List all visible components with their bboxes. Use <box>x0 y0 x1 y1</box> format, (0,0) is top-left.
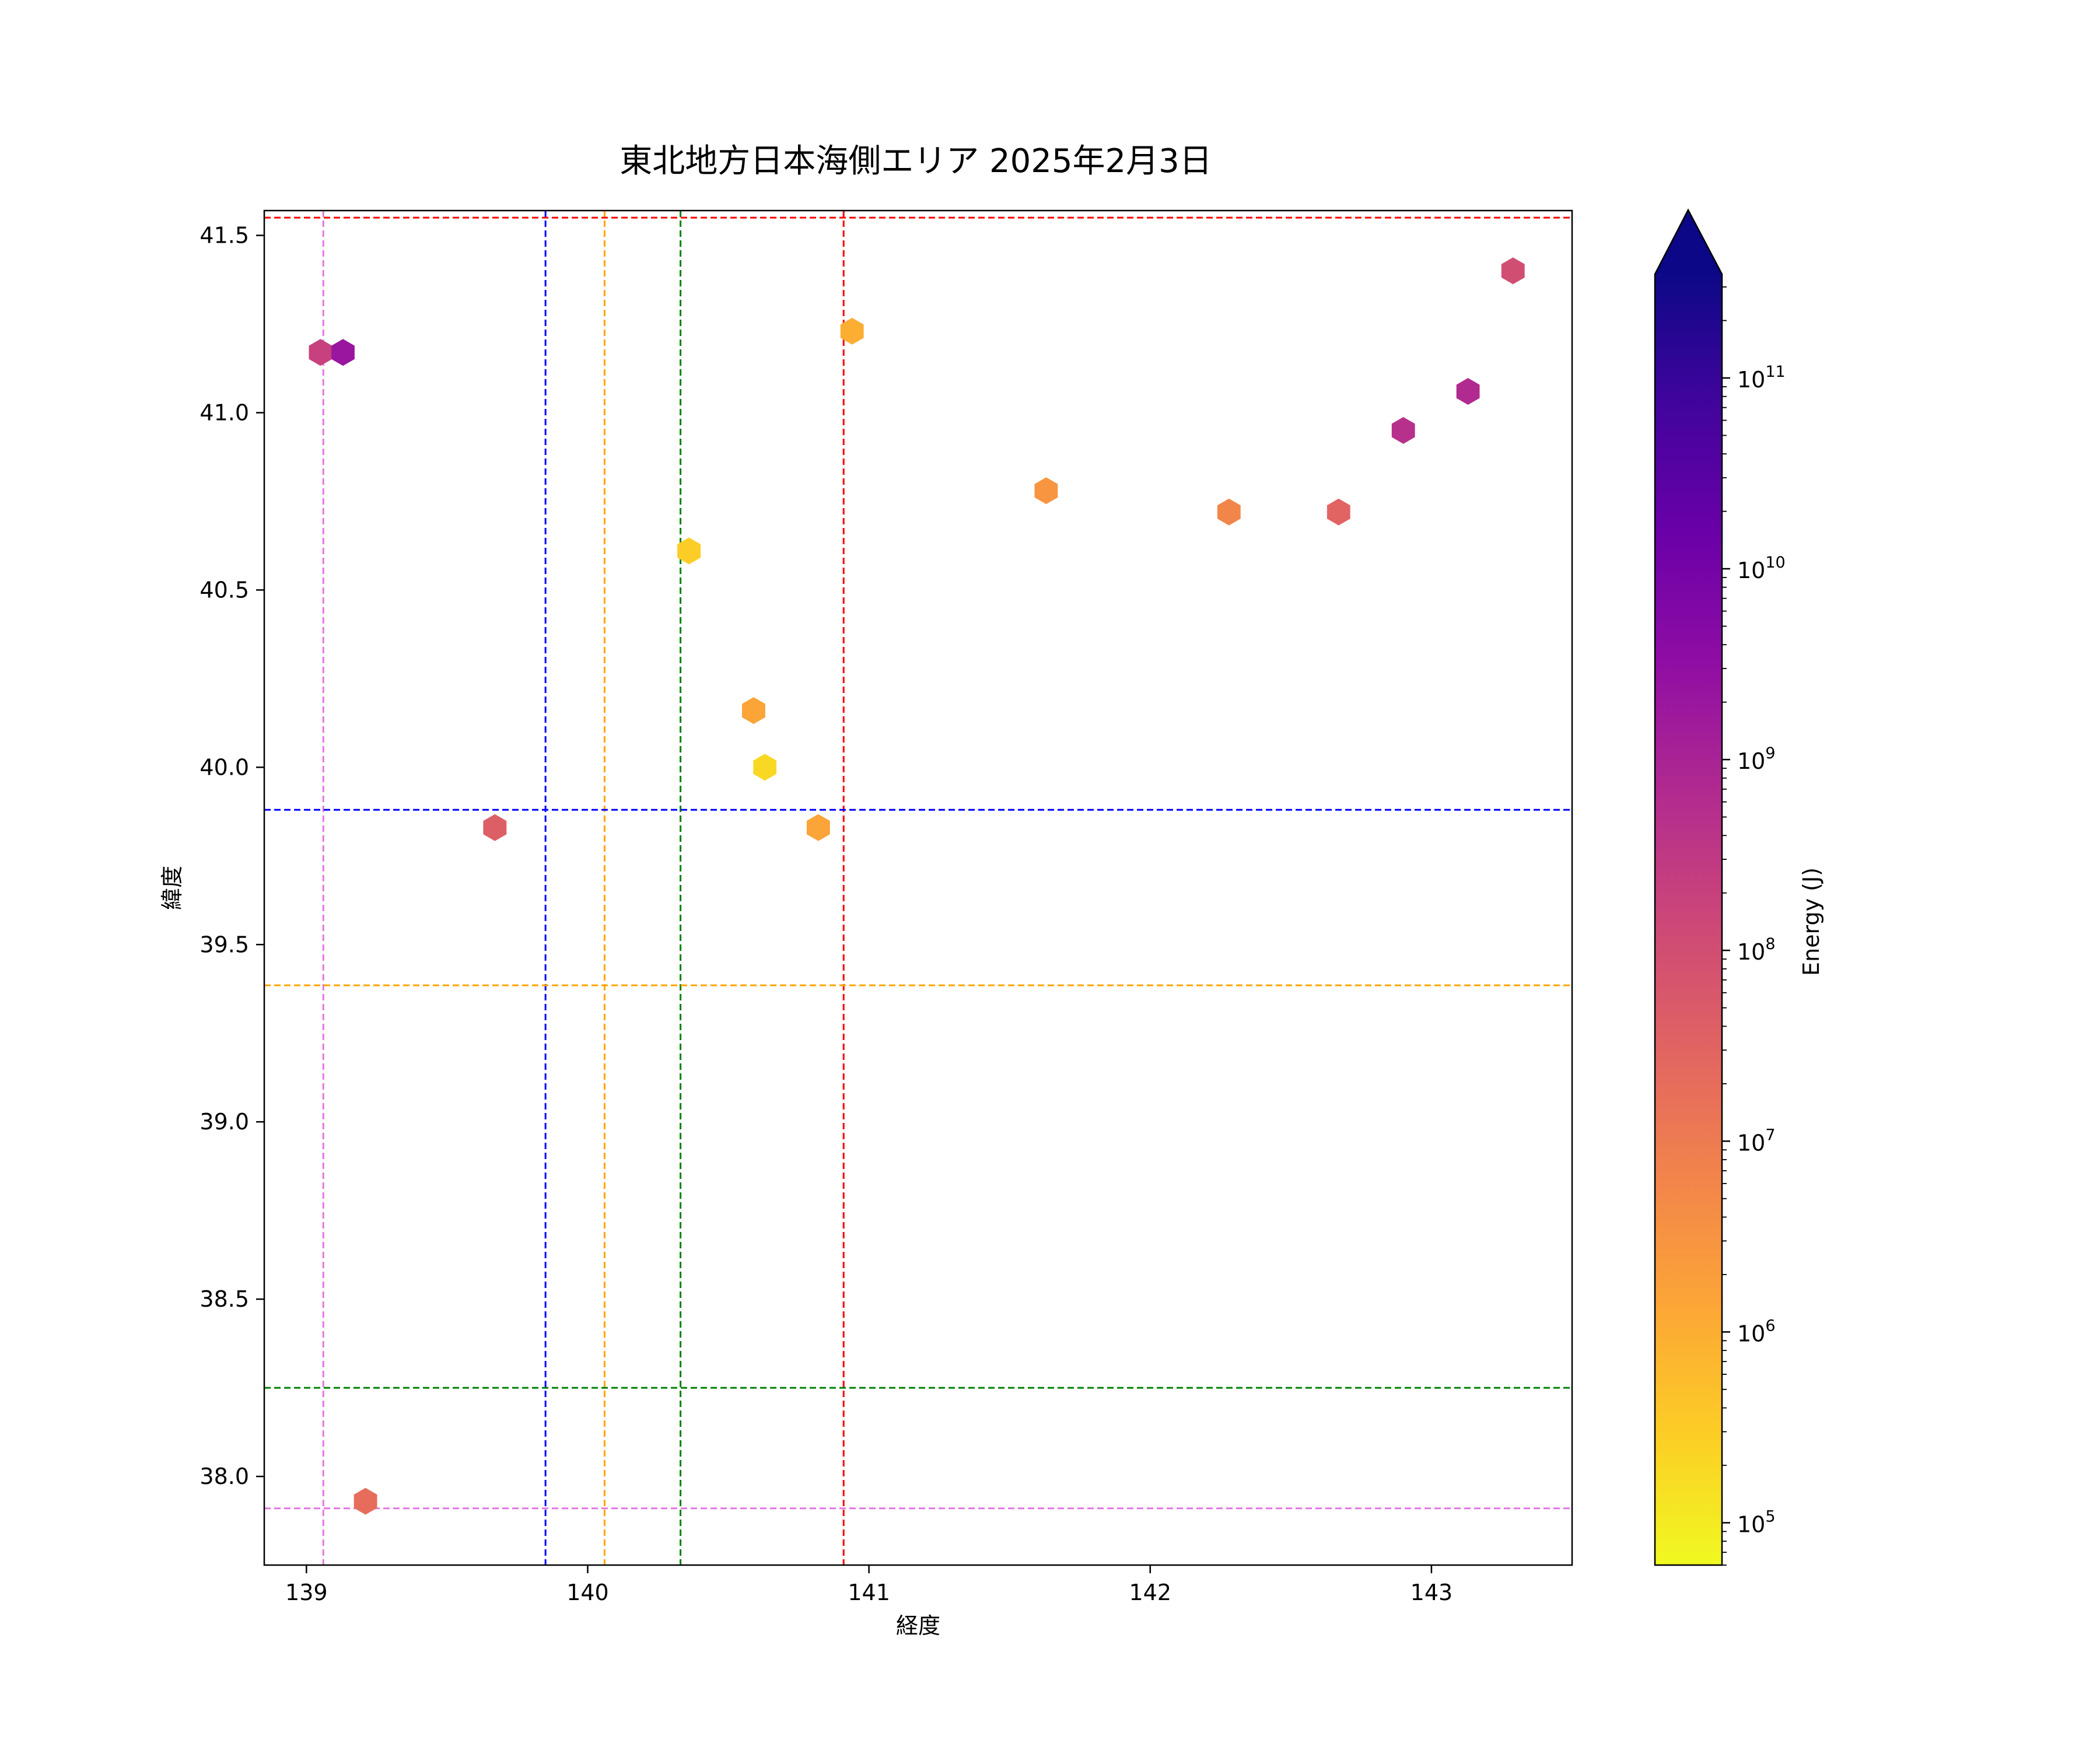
data-point <box>677 537 701 565</box>
colorbar-tick-label: 108 <box>1737 935 1776 965</box>
y-tick-label: 40.5 <box>200 577 249 603</box>
colorbar-gradient <box>1655 274 1722 1565</box>
colorbar: 105 106 107 108 109 1010 1011 Energy (J) <box>1654 208 1824 1566</box>
plot-frame <box>263 209 1573 1566</box>
data-point <box>483 814 507 841</box>
chart-title: 東北地方日本海側エリア 2025年2月3日 <box>620 142 1212 180</box>
y-tick-label: 39.0 <box>200 1109 249 1135</box>
y-tick-label: 41.5 <box>200 223 249 249</box>
data-points <box>309 257 1525 1515</box>
x-tick-label: 141 <box>848 1580 890 1605</box>
colorbar-outline <box>1654 208 1723 1566</box>
data-point <box>1456 378 1480 405</box>
x-tick-label: 140 <box>566 1580 609 1605</box>
colorbar-extend-arrow <box>1655 210 1722 274</box>
x-tick-label: 142 <box>1129 1580 1172 1605</box>
data-point <box>1034 477 1058 505</box>
colorbar-tick-label: 105 <box>1737 1507 1776 1537</box>
x-axis-label: 経度 <box>896 1613 940 1639</box>
x-axis: 139 140 141 142 143 <box>285 1565 1452 1605</box>
data-point <box>1501 257 1525 285</box>
y-axis: 38.0 38.5 39.0 39.5 40.0 40.5 41.0 41.5 <box>200 223 264 1489</box>
data-point <box>806 814 830 841</box>
data-point <box>753 754 777 781</box>
colorbar-tick-label: 106 <box>1737 1317 1776 1346</box>
y-axis-label: 緯度 <box>159 866 185 910</box>
data-point <box>309 339 332 366</box>
plot-area <box>263 209 1573 1566</box>
colorbar-tick-label: 109 <box>1737 744 1776 774</box>
colorbar-tick-label: 107 <box>1737 1126 1776 1156</box>
data-point <box>354 1488 377 1515</box>
data-point <box>1217 498 1241 526</box>
data-point <box>1326 498 1350 526</box>
y-tick-label: 38.5 <box>200 1286 249 1312</box>
y-tick-label: 40.0 <box>200 754 249 780</box>
y-tick-label: 41.0 <box>200 400 249 425</box>
colorbar-ticks: 105 106 107 108 109 1010 1011 <box>1722 286 1786 1566</box>
y-tick-label: 38.0 <box>200 1464 249 1489</box>
data-point <box>331 339 355 366</box>
data-point <box>1391 416 1415 444</box>
x-tick-label: 143 <box>1410 1580 1453 1605</box>
data-point <box>742 697 765 724</box>
colorbar-label: Energy (J) <box>1798 867 1824 976</box>
y-tick-label: 39.5 <box>200 932 249 957</box>
colorbar-tick-label: 1010 <box>1737 554 1786 583</box>
reference-lines <box>264 211 1572 1565</box>
x-tick-label: 139 <box>285 1580 328 1605</box>
colorbar-tick-label: 1011 <box>1737 363 1786 393</box>
data-point <box>840 317 864 345</box>
